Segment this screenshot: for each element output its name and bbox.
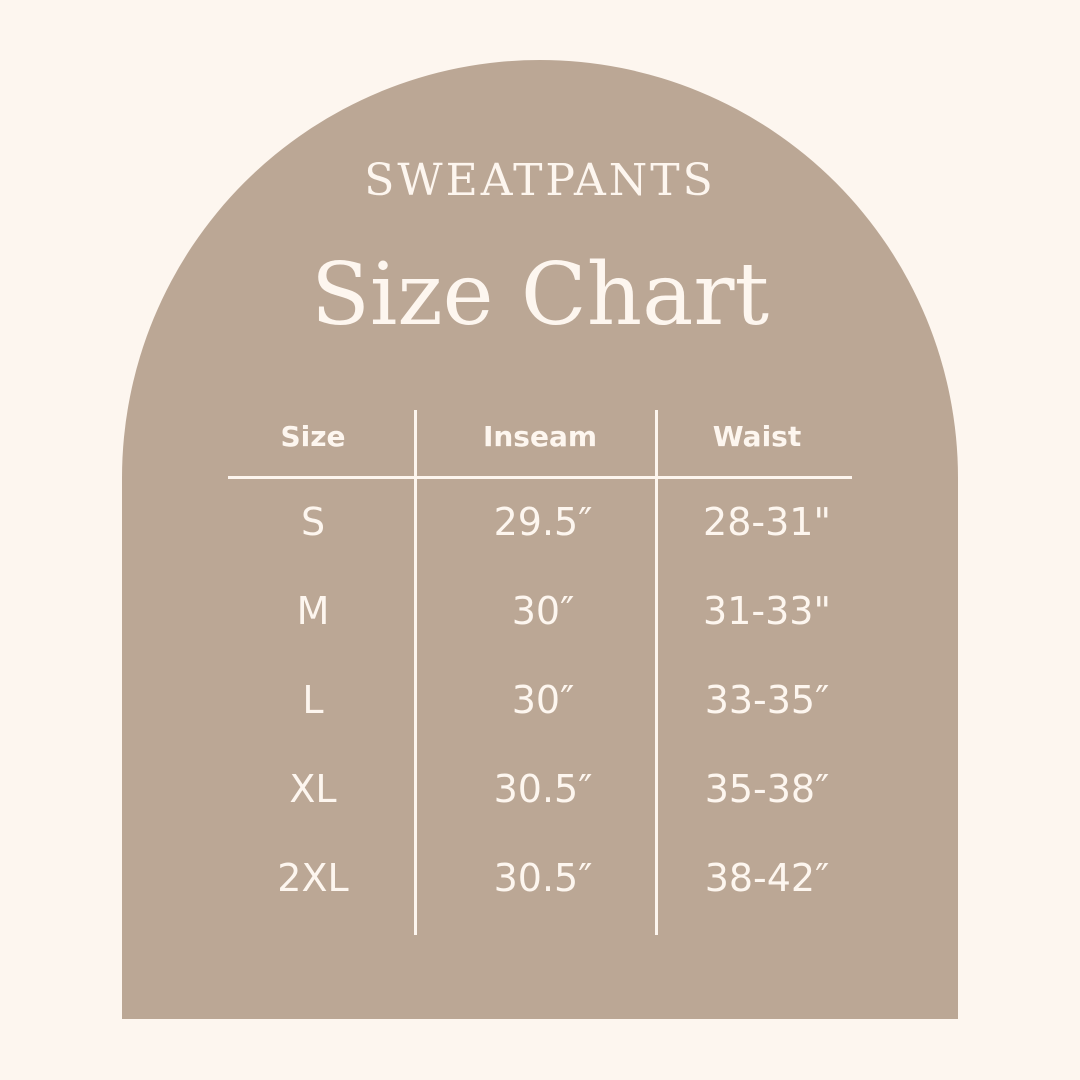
header-waist: Waist <box>712 420 802 453</box>
cell-size: M <box>296 589 330 633</box>
header-inseam: Inseam <box>482 420 598 453</box>
header-size: Size <box>280 420 346 453</box>
cell-size: S <box>300 500 326 544</box>
cell-inseam: 29.5″ <box>493 500 593 544</box>
cell-inseam: 30.5″ <box>493 767 593 811</box>
cell-waist: 28-31" <box>703 500 831 544</box>
cell-size: L <box>302 678 324 722</box>
cell-waist: 38-42″ <box>704 856 830 900</box>
cell-size: 2XL <box>277 856 349 900</box>
product-subtitle: SWEATPANTS <box>364 155 716 206</box>
cell-inseam: 30″ <box>511 678 575 722</box>
cell-inseam: 30″ <box>511 589 575 633</box>
header-divider <box>228 476 852 479</box>
column-divider <box>414 410 417 935</box>
cell-waist: 33-35″ <box>704 678 830 722</box>
cell-size: XL <box>289 767 337 811</box>
cell-waist: 31-33" <box>703 589 831 633</box>
page-title: Size Chart <box>310 245 770 345</box>
cell-inseam: 30.5″ <box>493 856 593 900</box>
cell-waist: 35-38″ <box>704 767 830 811</box>
arch-background <box>122 60 958 1019</box>
column-divider <box>655 410 658 935</box>
